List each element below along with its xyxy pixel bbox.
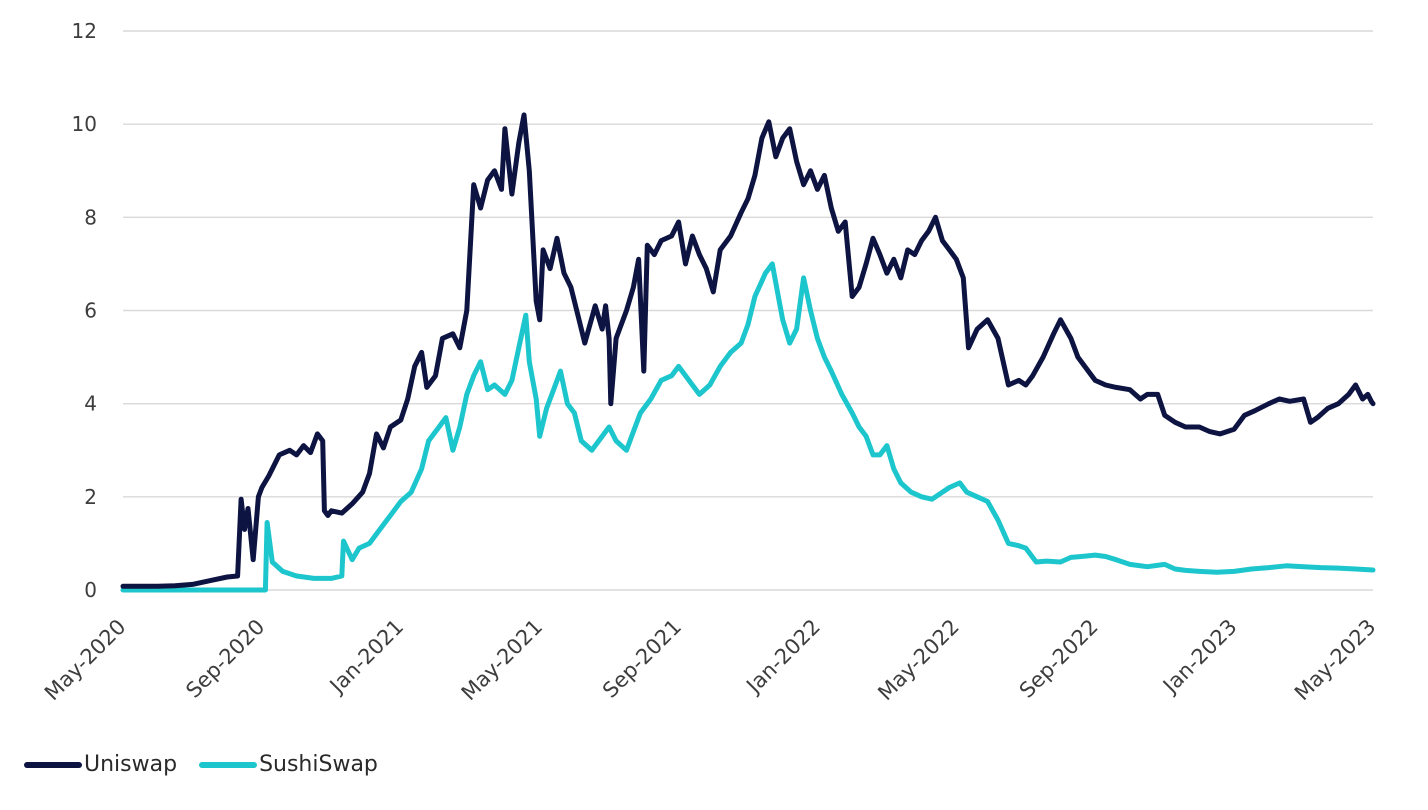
y-tick-label: 4 xyxy=(84,392,97,416)
x-tick-label: May-2021 xyxy=(457,615,548,706)
gridlines xyxy=(123,30,1373,591)
y-tick-label: 12 xyxy=(72,19,97,43)
x-tick-label: Sep-2021 xyxy=(598,615,686,703)
x-tick-label: Sep-2020 xyxy=(181,615,269,703)
y-tick-label: 10 xyxy=(72,112,97,136)
legend-item-uniswap[interactable]: Uniswap xyxy=(24,752,177,777)
x-tick-label: Jan-2023 xyxy=(1157,615,1241,699)
y-tick-label: 0 xyxy=(84,578,97,602)
legend-label-sushiswap: SushiSwap xyxy=(259,752,378,777)
series-lines xyxy=(120,112,1376,593)
legend-item-sushiswap[interactable]: SushiSwap xyxy=(199,752,378,777)
legend-swatch-sushiswap xyxy=(199,761,258,768)
y-tick-label: 8 xyxy=(84,205,97,229)
legend-swatch-uniswap xyxy=(24,761,82,768)
x-tick-label: Jan-2021 xyxy=(324,615,408,699)
x-tick-label: Jan-2022 xyxy=(741,615,825,699)
y-tick-label: 2 xyxy=(84,485,97,509)
legend: Uniswap SushiSwap xyxy=(24,752,378,777)
y-axis-ticks: 0 2 4 6 8 10 12 xyxy=(72,19,97,602)
y-tick-label: 6 xyxy=(84,299,97,323)
x-tick-label: May-2022 xyxy=(873,615,964,706)
x-tick-label: May-2023 xyxy=(1290,615,1381,706)
legend-label-uniswap: Uniswap xyxy=(84,752,178,777)
x-tick-label: May-2020 xyxy=(40,615,131,706)
x-tick-label: Sep-2022 xyxy=(1015,615,1103,703)
x-axis-ticks: May-2020 Sep-2020 Jan-2021 May-2021 Sep-2021… xyxy=(40,615,1381,706)
series-line-sushiswap xyxy=(120,261,1376,593)
series-line-uniswap xyxy=(120,112,1376,589)
